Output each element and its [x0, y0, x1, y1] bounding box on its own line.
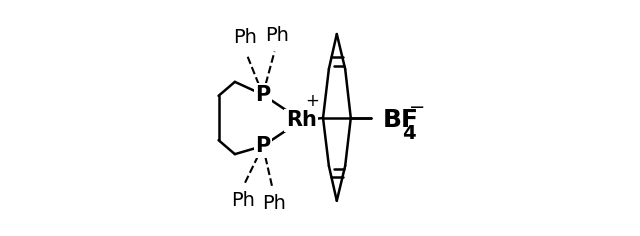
Text: Rh: Rh	[286, 110, 317, 130]
Text: −: −	[409, 98, 426, 117]
Text: P: P	[255, 85, 271, 105]
Text: P: P	[255, 136, 271, 156]
Text: 4: 4	[403, 124, 416, 143]
Text: Ph: Ph	[231, 191, 255, 211]
Text: Ph: Ph	[234, 28, 257, 47]
Text: Ph: Ph	[265, 25, 289, 45]
Text: BF: BF	[383, 108, 419, 132]
Text: Ph: Ph	[262, 194, 287, 213]
Text: +: +	[305, 92, 319, 110]
